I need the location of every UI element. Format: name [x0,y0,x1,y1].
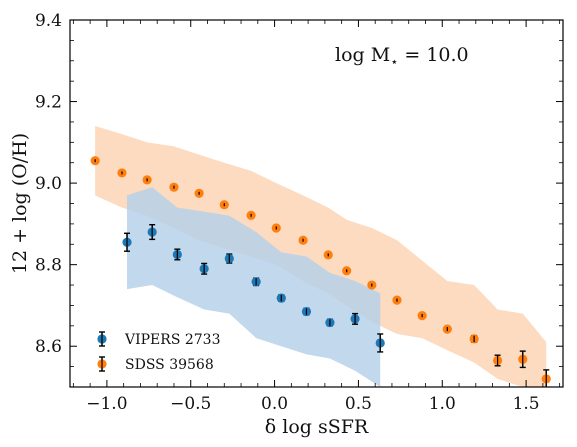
data-point-vipers-2733-4 [224,253,234,264]
data-point-sdss-39568-12 [392,295,402,305]
axis-ticks: −1.0 −0.5 0.0 0.5 1.0 1.5 8.6 8.8 9.0 9.2 9.4 [35,11,563,414]
legend-marker-sdss-39568 [97,356,107,372]
data-point-vipers-2733-7 [301,306,312,317]
legend: VIPERS 2733 SDSS 39568 [97,331,221,373]
x-tick-label: 0.0 [261,394,288,414]
data-point-vipers-2733-1 [147,224,157,241]
data-point-sdss-39568-3 [169,182,179,192]
band-sdss-39568 [95,126,547,387]
data-point-sdss-39568-1 [117,168,127,178]
data-point-vipers-2733-9 [350,312,360,325]
annotation-suffix: = 10.0 [398,44,468,66]
data-point-sdss-39568-16 [493,354,503,367]
x-axis-title: δ log sSFR [265,416,369,438]
x-tick-label: −0.5 [170,394,211,414]
legend-marker-vipers-2733 [97,331,107,347]
data-points [90,156,551,387]
data-point-sdss-39568-17 [518,350,528,369]
data-point-sdss-39568-14 [442,324,452,334]
data-point-sdss-39568-2 [142,175,152,185]
data-point-vipers-2733-2 [172,248,182,261]
data-point-sdss-39568-11 [367,280,377,290]
legend-label-vipers-2733: VIPERS 2733 [124,332,221,348]
x-tick-label: −1.0 [86,394,127,414]
y-tick-label: 8.8 [35,256,62,276]
data-point-sdss-39568-13 [417,311,427,321]
x-tick-label: 0.5 [345,394,372,414]
y-tick-label: 9.2 [35,93,62,113]
data-point-vipers-2733-8 [325,317,335,328]
data-point-sdss-39568-4 [194,188,204,198]
data-point-vipers-2733-6 [276,293,286,303]
band-vipers-2733 [127,187,381,387]
y-tick-label: 9.4 [35,11,62,31]
data-point-sdss-39568-10 [342,266,352,276]
data-point-sdss-39568-7 [271,223,281,233]
data-point-vipers-2733-3 [199,262,209,275]
annotation-subscript: ⋆ [390,55,398,70]
data-point-sdss-39568-18 [541,369,551,387]
x-tick-label: 1.0 [429,394,456,414]
y-tick-label: 8.6 [35,337,62,357]
data-point-sdss-39568-0 [90,156,100,166]
data-point-vipers-2733-5 [251,277,261,287]
data-point-vipers-2733-10 [375,333,385,353]
x-tick-label: 1.5 [513,394,540,414]
data-point-sdss-39568-15 [469,334,479,344]
data-point-sdss-39568-8 [298,235,308,245]
data-point-sdss-39568-6 [246,210,256,220]
legend-label-sdss-39568: SDSS 39568 [125,357,214,373]
annotation-prefix: log M [335,44,390,66]
data-point-vipers-2733-0 [122,232,132,252]
shaded-bands [95,126,547,387]
data-point-sdss-39568-5 [219,200,229,210]
y-tick-label: 9.0 [35,174,62,194]
data-point-sdss-39568-9 [323,250,333,260]
y-axis-title: 12 + log (O/H) [9,133,31,274]
stellar-mass-annotation: log M⋆ = 10.0 [335,44,469,70]
